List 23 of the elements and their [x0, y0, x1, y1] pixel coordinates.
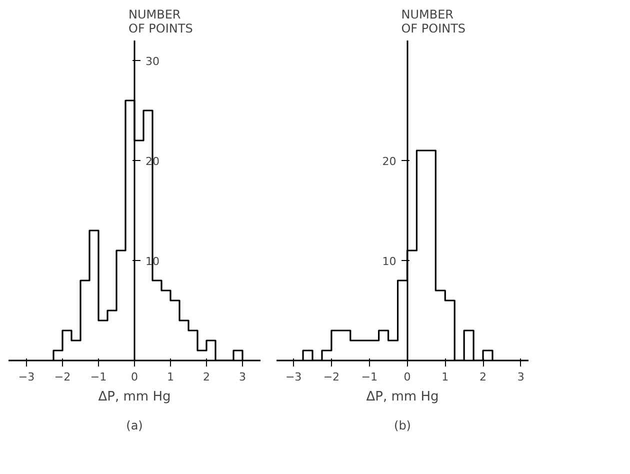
x-tick-label: −2: [323, 370, 340, 384]
x-tick-label: −2: [54, 370, 71, 384]
x-tick-label: −3: [285, 370, 302, 384]
x-axis-title: ΔP, mm Hg: [366, 390, 439, 404]
x-tick-label: 0: [131, 370, 138, 384]
x-tick-label: −3: [18, 370, 35, 384]
y-axis-title: NUMBER OF POINTS: [128, 8, 193, 36]
x-tick-label: 2: [203, 370, 210, 384]
x-tick-label: −1: [361, 370, 378, 384]
y-tick-label: 30: [146, 55, 160, 68]
text: (b): [394, 418, 411, 432]
y-axis-title: NUMBER OF POINTS: [401, 8, 466, 36]
y-tick-label: 20: [382, 155, 396, 168]
x-tick-label: 3: [517, 370, 524, 384]
x-tick-label: 2: [480, 370, 487, 384]
text: (a): [126, 418, 143, 432]
x-tick-label: −1: [90, 370, 107, 384]
x-axis-title: ΔP, mm Hg: [98, 390, 171, 404]
x-tick-label: 0: [404, 370, 411, 384]
x-tick-label: 1: [442, 370, 449, 384]
x-tick-label: 1: [167, 370, 174, 384]
y-tick-label: 10: [382, 255, 396, 268]
x-tick-label: 3: [239, 370, 246, 384]
